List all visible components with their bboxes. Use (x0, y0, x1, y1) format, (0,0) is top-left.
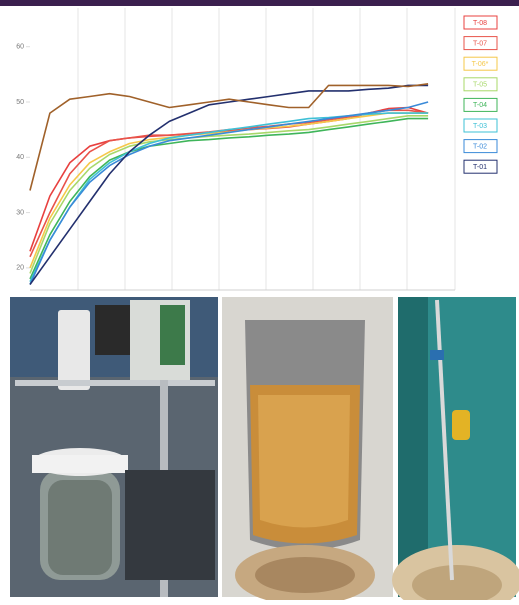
legend-label: T-04 (473, 102, 487, 109)
series-line (30, 116, 428, 274)
legend-label: T-03 (473, 123, 487, 130)
series-line (30, 119, 428, 279)
legend-label: T-02 (473, 143, 487, 150)
y-tick-label: 30 (16, 209, 24, 216)
legend-label: T-08 (473, 20, 487, 27)
y-tick-label: 50 (16, 99, 24, 106)
legend-label: T-05 (473, 82, 487, 89)
top-bar (0, 0, 519, 6)
series-line (30, 113, 428, 268)
y-tick-label: 60 (16, 44, 24, 51)
page: {"chart_data": {"type": "line", "x": [0,… (0, 0, 519, 600)
legend-label: T-07 (473, 40, 487, 47)
legend-label: T-06* (472, 61, 489, 68)
figure: 20 30 40 50 60 T-08 T-07 T-06* T-05 T-04 T-03 T-02 T… (0, 0, 519, 600)
photo-corn-basket (222, 297, 393, 600)
y-tick-label: 40 (16, 154, 24, 161)
photo-sensor-wire (392, 297, 519, 600)
y-tick-label: 20 (16, 265, 24, 272)
legend-label: T-01 (473, 164, 487, 171)
photo-lab-setup (10, 297, 218, 597)
